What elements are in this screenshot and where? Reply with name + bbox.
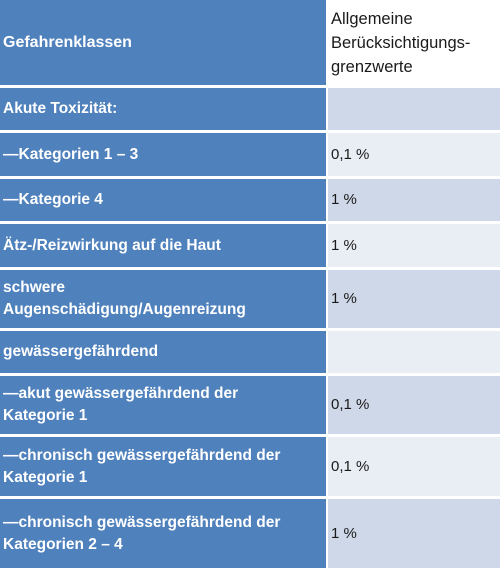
- hazard-class-line: —chronisch gewässergefährdend der: [3, 446, 281, 464]
- hazard-class-line: Kategorien 2 – 4: [3, 535, 123, 553]
- hazard-class-line: schwere: [3, 279, 66, 296]
- header-limit-line: grenzwerte: [331, 57, 413, 76]
- table-row: —chronisch gewässergefährdend der Katego…: [0, 437, 500, 499]
- limit-value-cell: [328, 88, 500, 133]
- table-row: gewässergefährdend: [0, 331, 500, 376]
- header-row: Gefahrenklassen Allgemeine Berücksichtig…: [0, 0, 500, 88]
- limit-value-cell: 1 %: [328, 499, 500, 571]
- header-limit-line: Berücksichtigungs-: [331, 33, 471, 52]
- hazard-class-cell: —akut gewässergefährdend der Kategorie 1: [0, 376, 328, 437]
- hazard-class-cell: schwere Augenschädigung/Augenreizung: [0, 270, 328, 331]
- limit-value-cell: 0,1 %: [328, 437, 500, 499]
- limit-value-cell: 0,1 %: [328, 376, 500, 437]
- table-row: —chronisch gewässergefährdend der Katego…: [0, 499, 500, 571]
- limit-value-cell: 0,1 %: [328, 133, 500, 179]
- table-row: —akut gewässergefährdend der Kategorie 1…: [0, 376, 500, 437]
- hazard-class-line: —chronisch gewässergefährdend der: [3, 513, 281, 531]
- limit-value-cell: 1 %: [328, 179, 500, 224]
- table-row: schwere Augenschädigung/Augenreizung 1 %: [0, 270, 500, 331]
- hazard-class-cell: Ätz-/Reizwirkung auf die Haut: [0, 224, 328, 270]
- table-row: —Kategorie 4 1 %: [0, 179, 500, 224]
- hazard-class-cell: Akute Toxizität:: [0, 88, 328, 133]
- hazard-class-cell: —Kategorien 1 – 3: [0, 133, 328, 179]
- hazard-class-line: —akut gewässergefährdend der: [3, 385, 239, 402]
- hazard-class-line: Augenschädigung/Augenreizung: [3, 301, 246, 318]
- table-row: Akute Toxizität:: [0, 88, 500, 133]
- hazard-class-line: Kategorie 1: [3, 407, 88, 424]
- header-limit-values: Allgemeine Berücksichtigungs- grenzwerte: [328, 0, 500, 88]
- table-row: —Kategorien 1 – 3 0,1 %: [0, 133, 500, 179]
- header-limit-line: Allgemeine: [331, 9, 413, 28]
- hazard-class-cell: gewässergefährdend: [0, 331, 328, 376]
- limit-value-cell: 1 %: [328, 224, 500, 270]
- limit-value-cell: 1 %: [328, 270, 500, 331]
- header-hazard-classes: Gefahrenklassen: [0, 0, 328, 88]
- hazard-class-cell: —Kategorie 4: [0, 179, 328, 224]
- table-row: Ätz-/Reizwirkung auf die Haut 1 %: [0, 224, 500, 270]
- hazard-class-line: Kategorie 1: [3, 468, 88, 486]
- hazard-class-cell: —chronisch gewässergefährdend der Katego…: [0, 437, 328, 499]
- hazard-class-cell: —chronisch gewässergefährdend der Katego…: [0, 499, 328, 571]
- limit-value-cell: [328, 331, 500, 376]
